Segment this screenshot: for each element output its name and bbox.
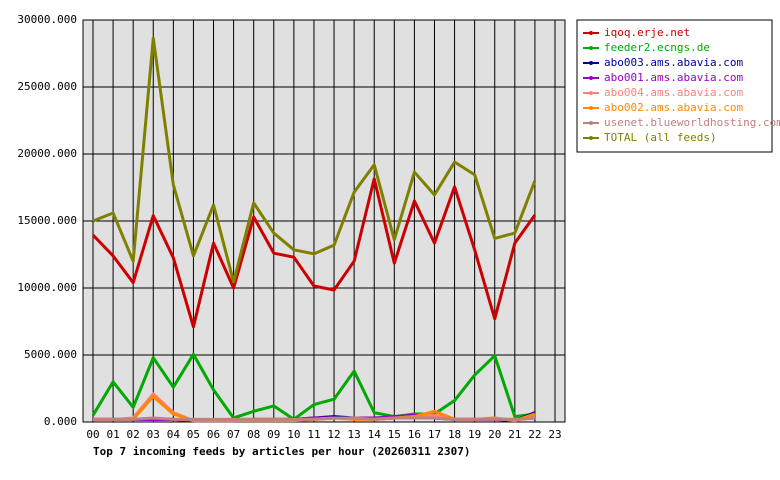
x-tick-label: 19 — [468, 428, 481, 441]
y-tick-label: 25000.000 — [17, 80, 77, 93]
x-tick-label: 13 — [348, 428, 361, 441]
x-tick-label: 20 — [488, 428, 501, 441]
x-tick-label: 23 — [548, 428, 561, 441]
series-line — [93, 416, 536, 421]
y-tick-label: 20000.000 — [17, 147, 77, 160]
series-line — [92, 36, 537, 284]
y-tick-label: 10000.000 — [17, 281, 77, 294]
x-tick-label: 05 — [187, 428, 200, 441]
legend-dot — [589, 61, 593, 65]
legend-dot — [589, 91, 593, 95]
x-tick-label: 06 — [207, 428, 220, 441]
chart-title: Top 7 incoming feeds by articles per hou… — [93, 445, 471, 458]
legend-box — [576, 19, 773, 153]
x-tick-label: 02 — [127, 428, 140, 441]
x-tick-label: 17 — [428, 428, 441, 441]
legend-dot — [589, 136, 593, 140]
x-tick-label: 09 — [267, 428, 280, 441]
x-tick-label: 10 — [287, 428, 300, 441]
y-tick-label: 0.000 — [44, 415, 77, 428]
legend-dot — [589, 106, 593, 110]
legend-label: abo004.ams.abavia.com — [604, 86, 743, 99]
legend-label: abo002.ams.abavia.com — [604, 101, 743, 114]
x-tick-label: 16 — [408, 428, 421, 441]
series-line — [91, 352, 536, 421]
legend-dot — [589, 121, 593, 125]
legend-dot — [589, 31, 593, 35]
plot-border — [82, 19, 566, 423]
y-tick-label: 30000.000 — [17, 13, 77, 26]
legend-label: abo001.ams.abavia.com — [604, 71, 743, 84]
legend-dot — [589, 46, 593, 50]
x-tick-label: 08 — [247, 428, 260, 441]
x-tick-label: 11 — [307, 428, 320, 441]
x-tick-label: 03 — [147, 428, 160, 441]
x-tick-label: 04 — [167, 428, 181, 441]
x-tick-label: 12 — [327, 428, 340, 441]
y-tick-label: 5000.000 — [24, 348, 77, 361]
x-tick-label: 22 — [528, 428, 541, 441]
x-tick-label: 00 — [86, 428, 99, 441]
x-tick-label: 01 — [106, 428, 119, 441]
y-tick-label: 15000.000 — [17, 214, 77, 227]
legend-label: usenet.blueworldhosting.com — [604, 116, 780, 129]
legend-dot — [589, 76, 593, 80]
legend-label: feeder2.ecngs.de — [604, 41, 710, 54]
series-line — [91, 177, 537, 329]
x-tick-label: 15 — [388, 428, 401, 441]
x-tick-label: 07 — [227, 428, 240, 441]
x-tick-label: 14 — [368, 428, 382, 441]
legend-label: iqoq.erje.net — [604, 26, 690, 39]
legend-label: abo003.ams.abavia.com — [604, 56, 743, 69]
x-tick-label: 21 — [508, 428, 521, 441]
x-tick-label: 18 — [448, 428, 461, 441]
legend-label: TOTAL (all feeds) — [604, 131, 717, 144]
